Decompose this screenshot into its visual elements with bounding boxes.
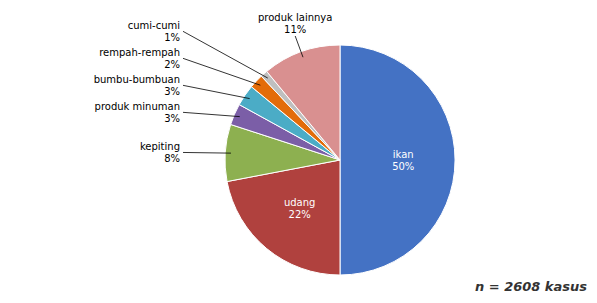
slice-label-value: 11% [284,24,306,35]
slice-label-name: rempah-rempah [99,47,180,58]
slice-label-name: ikan [393,149,414,160]
slice-label-name: udang [284,197,316,208]
pie-slice [267,45,340,160]
slice-label: bumbu-bumbuan3% [94,74,180,97]
annotation: n = 2608 kasus [475,279,587,294]
slice-label-value: 3% [164,86,180,97]
slice-label: kepiting8% [140,141,180,164]
chart: ikan50%udang22%kepiting8%produk minuman3… [0,0,597,303]
slice-label: cumi-cumi1% [128,20,180,43]
slice-label-value: 1% [164,32,180,43]
slice-label-name: cumi-cumi [128,20,180,31]
leader-line [295,36,303,57]
leader-line [183,152,231,154]
labels: ikan50%udang22%kepiting8%produk minuman3… [94,12,415,221]
slice-label: produk minuman3% [95,101,180,124]
leader-line [183,112,240,116]
leader-line [183,31,268,78]
leader-line [183,85,250,98]
slice-label-value: 50% [392,161,414,172]
pie-slice [340,45,455,275]
slice-label-value: 8% [164,153,180,164]
slice-label-name: bumbu-bumbuan [94,74,180,85]
slice-label-name: produk lainnya [258,12,332,23]
slice-label: rempah-rempah2% [99,47,180,70]
slice-label-value: 2% [164,59,180,70]
leader-line [183,58,260,85]
slice-label: ikan50% [392,149,414,172]
pie [225,45,455,275]
slice-label-value: 3% [164,113,180,124]
slice-label-name: produk minuman [95,101,180,112]
slice-label: produk lainnya11% [258,12,332,35]
slice-label-value: 22% [289,209,311,220]
slice-label: udang22% [284,197,316,220]
slice-label-name: kepiting [140,141,180,152]
